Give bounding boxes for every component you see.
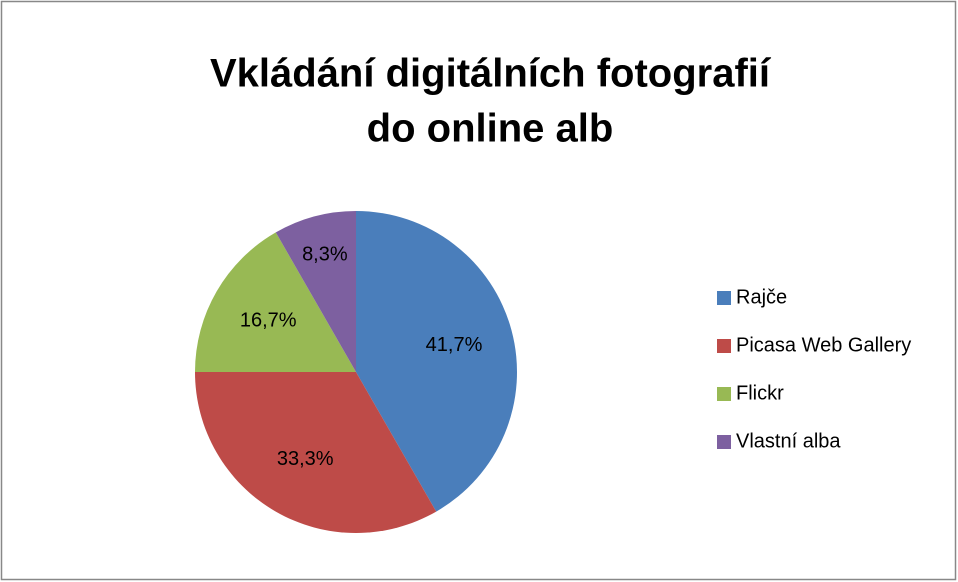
chart-title: do online alb <box>367 107 614 151</box>
legend-swatch <box>717 435 731 449</box>
data-label: 41,7% <box>426 334 483 356</box>
legend-label: Vlastní alba <box>736 430 841 452</box>
pie-slice <box>195 372 437 533</box>
legend-swatch <box>717 339 731 353</box>
legend-swatch <box>717 291 731 305</box>
pie-slice <box>195 232 356 372</box>
data-label: 33,3% <box>277 448 334 470</box>
legend-label: Rajče <box>736 286 787 308</box>
data-label: 16,7% <box>240 309 297 331</box>
legend-label: Flickr <box>736 382 784 404</box>
legend-swatch <box>717 387 731 401</box>
data-label: 8,3% <box>302 244 348 266</box>
chart-title: Vkládání digitálních fotografií <box>210 52 772 96</box>
legend-label: Picasa Web Gallery <box>736 334 911 356</box>
pie-slice <box>275 211 356 372</box>
pie-slice <box>356 211 517 512</box>
